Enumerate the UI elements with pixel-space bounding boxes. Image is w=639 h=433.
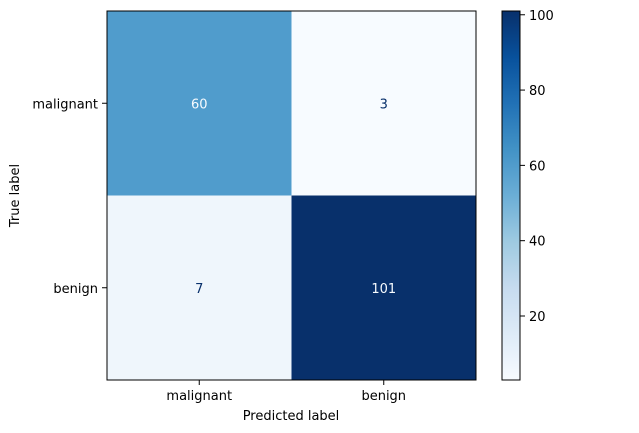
colorbar-ticks: 20 40 60 80 100 xyxy=(520,9,554,325)
y-axis-label: True label xyxy=(8,164,23,228)
plot-frame xyxy=(106,10,477,381)
cell-value-label: 101 xyxy=(371,282,396,297)
colorbar-tick-label: 40 xyxy=(529,235,546,250)
x-axis-ticks: malignant benign xyxy=(166,380,406,404)
x-tick-label: benign xyxy=(361,389,406,404)
x-tick-label: malignant xyxy=(166,389,232,404)
colorbar-gradient xyxy=(501,10,521,381)
matrix-cell xyxy=(107,11,292,196)
matrix-cell xyxy=(107,195,292,380)
matrix-cell xyxy=(291,195,476,380)
colorbar-tick-label: 20 xyxy=(529,310,546,325)
x-axis-label: Predicted label xyxy=(243,409,340,424)
y-tick-label: benign xyxy=(53,282,98,297)
cell-value-label: 3 xyxy=(380,97,388,112)
colorbar: 20 40 60 80 100 xyxy=(501,9,554,381)
heatmap-cells: 60 3 7 101 xyxy=(107,11,476,380)
cell-value-label: 60 xyxy=(191,97,208,112)
colorbar-tick-label: 60 xyxy=(529,159,546,174)
y-tick-label: malignant xyxy=(32,97,98,112)
y-axis-ticks: malignant benign xyxy=(32,97,107,297)
matrix-cell xyxy=(291,11,476,196)
colorbar-tick-label: 100 xyxy=(529,9,554,24)
colorbar-tick-label: 80 xyxy=(529,84,546,99)
cell-value-label: 7 xyxy=(195,282,203,297)
